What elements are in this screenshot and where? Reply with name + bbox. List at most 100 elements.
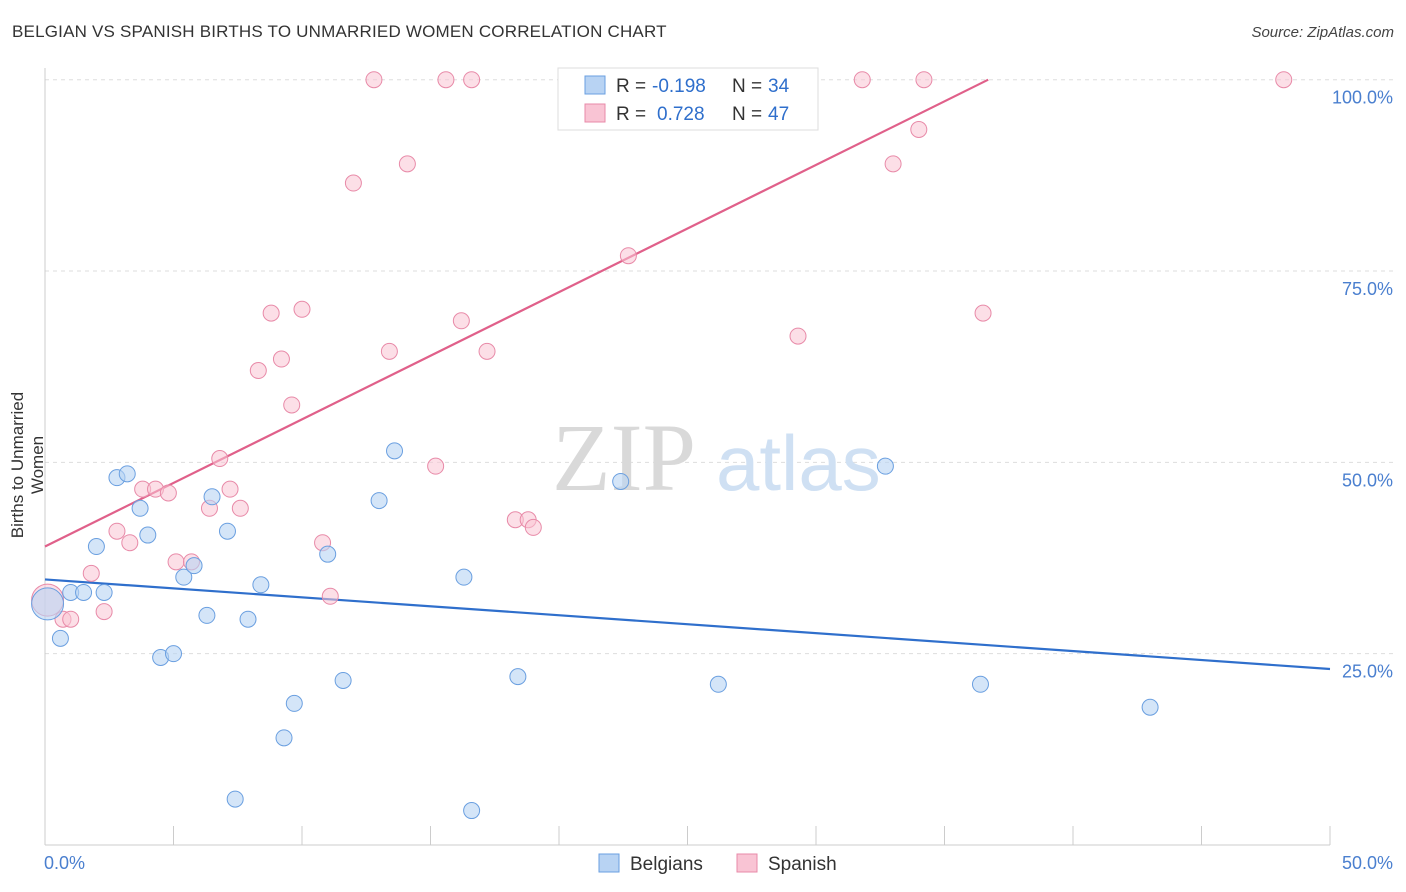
spanish-point — [974, 304, 992, 322]
spanish-point — [231, 499, 249, 517]
spanish-point — [380, 342, 398, 360]
belgian-point — [185, 557, 203, 575]
spanish-points — [31, 71, 1293, 628]
belgian-point — [876, 457, 894, 475]
spanish-point — [262, 304, 280, 322]
spanish-point — [524, 518, 542, 536]
belgian-point — [971, 675, 989, 693]
legend-spanish-swatch — [736, 853, 758, 873]
legend-spanish-label: Spanish — [768, 854, 837, 875]
belgian-point — [51, 629, 69, 647]
x-tick-label-max: 50.0% — [1342, 853, 1393, 873]
spanish-r-label: R = — [616, 104, 646, 125]
belgian-point — [175, 568, 193, 586]
belgian-point — [118, 465, 136, 483]
spanish-point — [221, 480, 239, 498]
spanish-point — [283, 396, 301, 414]
spanish-point — [82, 564, 100, 582]
spanish-point — [437, 71, 455, 89]
spanish-point — [1275, 71, 1293, 89]
belgian-point — [75, 583, 93, 601]
spanish-point — [398, 155, 416, 173]
legend-belgians-swatch — [598, 853, 620, 873]
belgian-point — [370, 492, 388, 510]
spanish-point — [853, 71, 871, 89]
belgian-point — [198, 606, 216, 624]
y-tick-labels: 25.0% 50.0% 75.0% 100.0% — [1332, 88, 1393, 682]
spanish-point — [249, 362, 267, 380]
trend-lines — [44, 78, 1331, 671]
belgian-point — [509, 668, 527, 686]
spanish-point — [884, 155, 902, 173]
spanish-point — [211, 450, 229, 468]
belgian-point — [31, 587, 65, 621]
spanish-swatch — [584, 103, 606, 123]
belgian-point — [612, 472, 630, 490]
spanish-point — [293, 300, 311, 318]
spanish-point — [478, 342, 496, 360]
watermark-atlas: atlas — [716, 419, 881, 507]
spanish-point — [789, 327, 807, 345]
spanish-r-value: 0.728 — [657, 104, 705, 125]
belgian-point — [334, 671, 352, 689]
belgians-trend-line — [44, 578, 1331, 671]
belgian-point — [285, 694, 303, 712]
belgians-r-value: -0.198 — [652, 76, 706, 97]
spanish-point — [121, 534, 139, 552]
y-tick-label-0: 25.0% — [1342, 662, 1393, 682]
spanish-point — [344, 174, 362, 192]
belgian-point — [218, 522, 236, 540]
spanish-point — [167, 553, 185, 571]
spanish-point — [619, 247, 637, 265]
spanish-point — [427, 457, 445, 475]
spanish-point — [62, 610, 80, 628]
spanish-n-value: 47 — [768, 104, 789, 125]
spanish-trend-line — [44, 78, 989, 548]
spanish-point — [272, 350, 290, 368]
belgian-point — [252, 576, 270, 594]
bottom-legend: Belgians Spanish — [598, 853, 837, 875]
belgians-n-value: 34 — [768, 76, 790, 97]
belgian-point — [463, 802, 481, 820]
spanish-n-label: N = — [732, 104, 762, 125]
belgian-point — [455, 568, 473, 586]
belgian-point — [203, 488, 221, 506]
belgian-point — [165, 645, 182, 663]
belgian-point — [275, 729, 293, 747]
belgian-point — [709, 675, 727, 693]
spanish-point — [321, 587, 339, 605]
spanish-point — [463, 71, 481, 89]
belgian-point — [319, 545, 337, 563]
belgian-point — [1141, 698, 1159, 716]
grid-lines — [45, 79, 1393, 655]
legend-belgians-label: Belgians — [630, 854, 703, 875]
y-tick-label-3: 100.0% — [1332, 88, 1393, 108]
axes — [44, 68, 1331, 846]
belgians-r-label: R = — [616, 76, 646, 97]
spanish-point — [159, 484, 177, 502]
source-label: Source: ZipAtlas.com — [1251, 24, 1394, 41]
chart-title: BELGIAN VS SPANISH BIRTHS TO UNMARRIED W… — [12, 22, 667, 41]
belgian-point — [95, 583, 113, 601]
belgian-point — [239, 610, 257, 628]
spanish-point — [910, 120, 928, 138]
spanish-point — [95, 603, 113, 621]
spanish-point — [452, 312, 470, 330]
belgian-point — [226, 790, 244, 808]
belgian-point — [87, 538, 105, 556]
spanish-point — [108, 522, 126, 540]
spanish-point — [365, 71, 383, 89]
y-tick-label-1: 50.0% — [1342, 470, 1393, 490]
belgian-points — [31, 442, 1159, 820]
watermark-zip: ZIP — [552, 404, 696, 511]
belgians-swatch — [584, 75, 606, 95]
stats-legend-box: R = -0.198 N = 34 R = 0.728 N = 47 — [557, 67, 819, 131]
y-tick-label-2: 75.0% — [1342, 279, 1393, 299]
belgian-point — [386, 442, 404, 460]
belgian-point — [131, 499, 149, 517]
x-tick-label-min: 0.0% — [44, 853, 85, 873]
belgians-n-label: N = — [732, 76, 762, 97]
belgian-point — [139, 526, 157, 544]
spanish-point — [915, 71, 933, 89]
